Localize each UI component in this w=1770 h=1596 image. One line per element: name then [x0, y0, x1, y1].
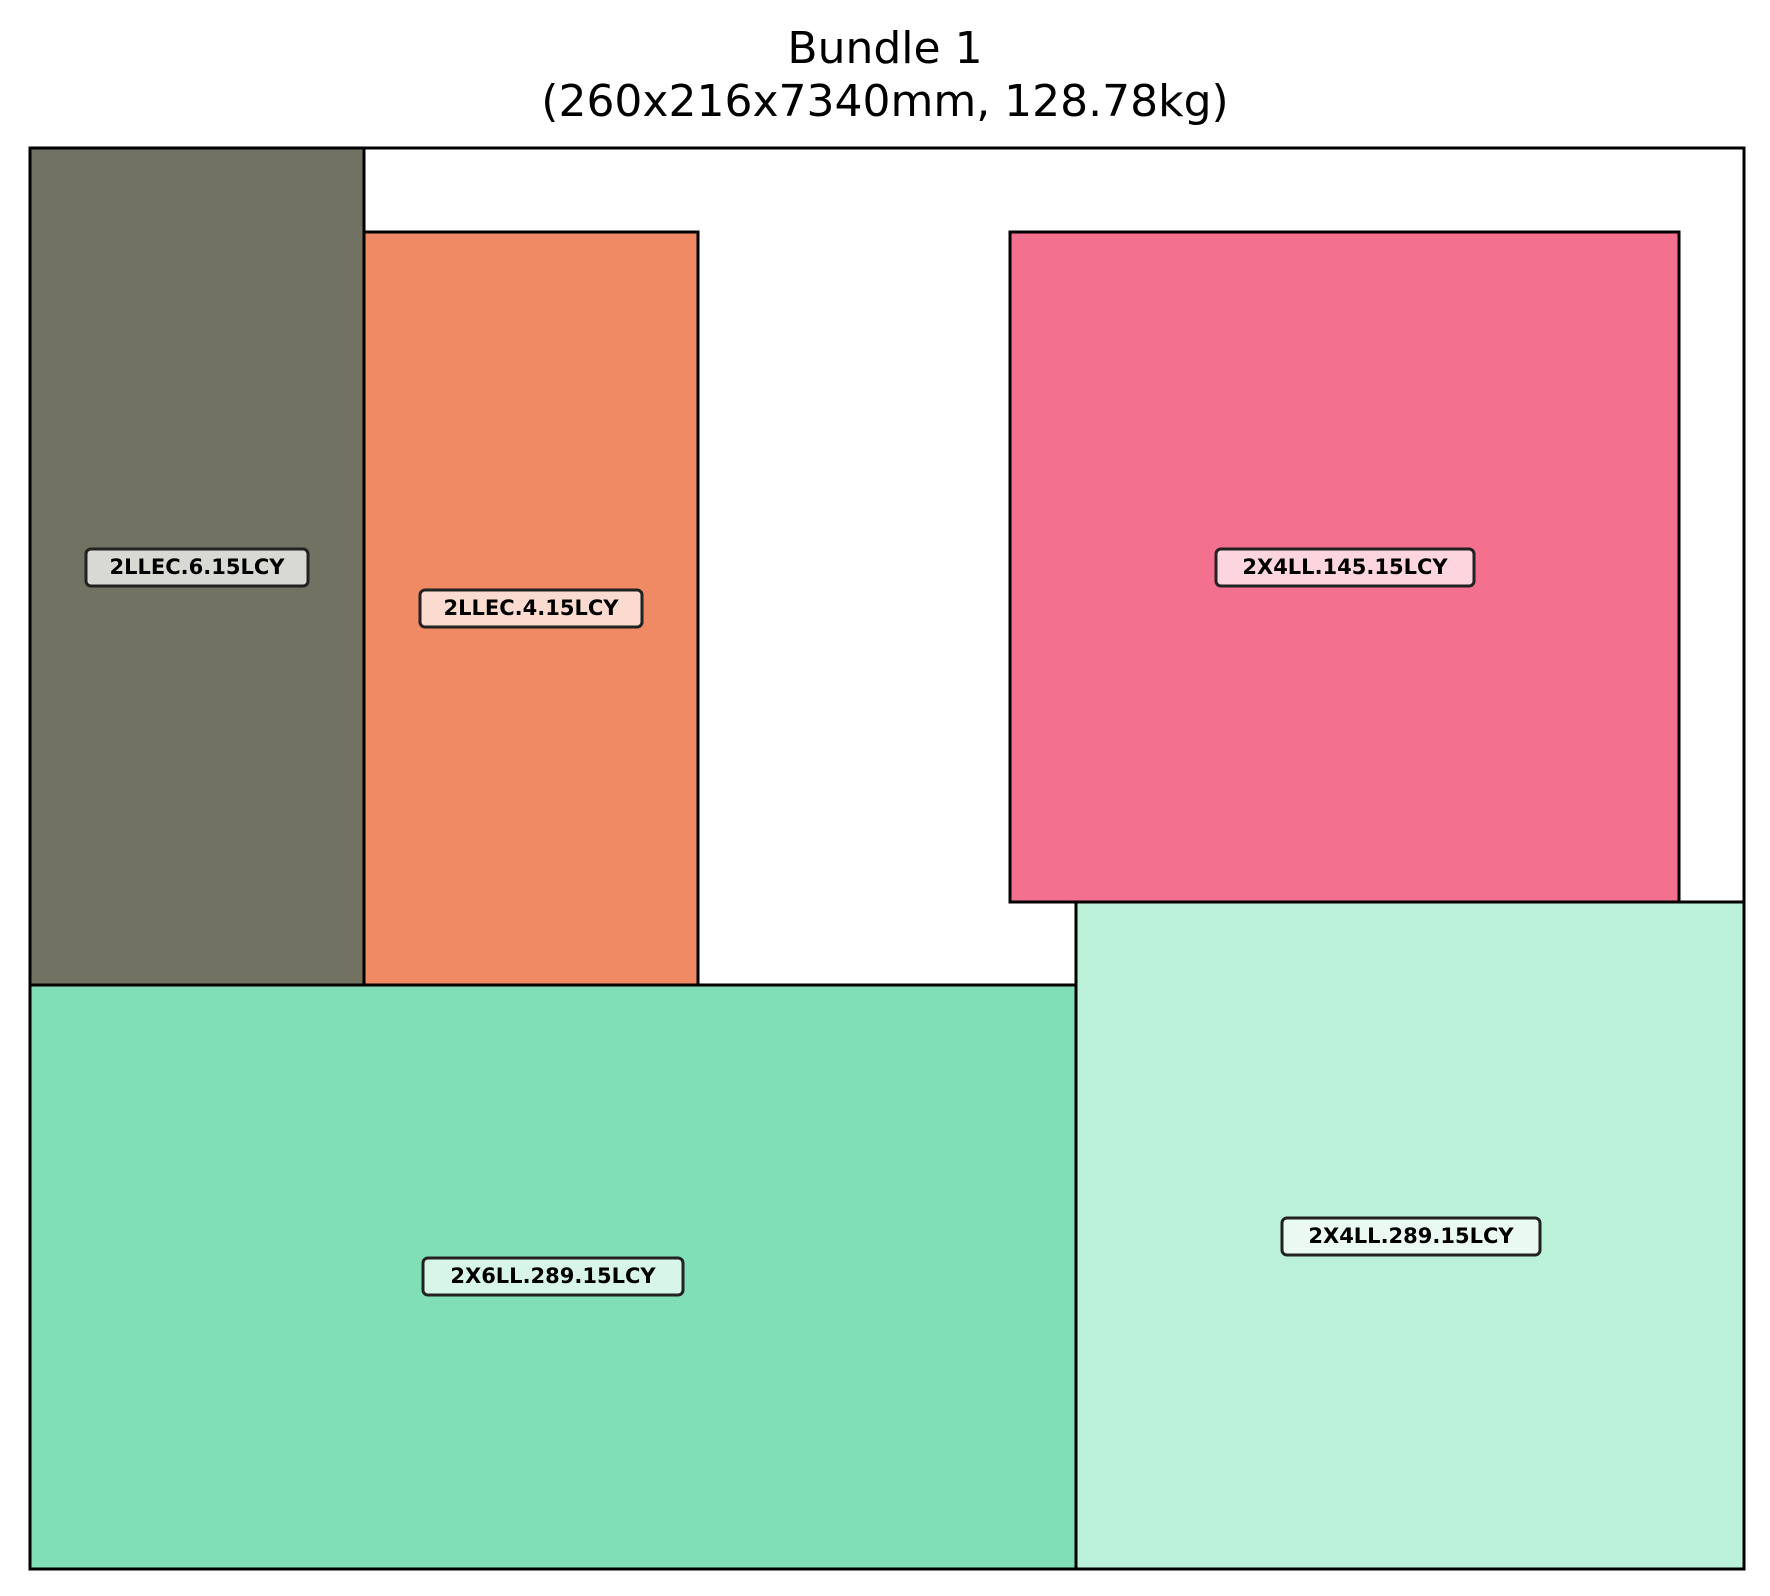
- piece-label: 2LLEC.4.15LCY: [444, 596, 620, 620]
- piece-2x6ll-289: 2X6LL.289.15LCY: [28, 983, 1078, 1571]
- title-line-1: Bundle 1: [787, 23, 983, 74]
- piece-label: 2X6LL.289.15LCY: [450, 1264, 656, 1288]
- piece-label: 2X4LL.289.15LCY: [1308, 1224, 1514, 1248]
- piece-2llec-4: 2LLEC.4.15LCY: [362, 230, 700, 987]
- title-line-2: (260x216x7340mm, 128.78kg): [541, 76, 1229, 127]
- piece-2x4ll-289: 2X4LL.289.15LCY: [1074, 900, 1746, 1571]
- piece-label: 2LLEC.6.15LCY: [110, 555, 286, 579]
- piece-2x4ll-145: 2X4LL.145.15LCY: [1008, 230, 1681, 904]
- piece-label-box: [421, 1256, 685, 1297]
- piece-label-box: [418, 588, 644, 629]
- piece-label-box: [84, 547, 310, 588]
- piece-label: 2X4LL.145.15LCY: [1242, 555, 1448, 579]
- piece-label-box: [1214, 547, 1476, 588]
- diagram-title: Bundle 1 (260x216x7340mm, 128.78kg): [0, 22, 1770, 128]
- piece-label-box: [1280, 1216, 1542, 1257]
- piece-2llec-6: 2LLEC.6.15LCY: [28, 146, 366, 987]
